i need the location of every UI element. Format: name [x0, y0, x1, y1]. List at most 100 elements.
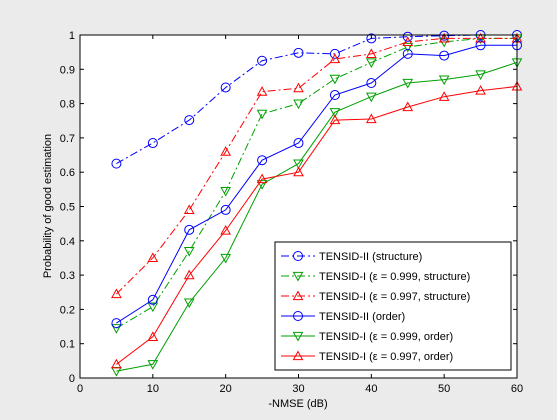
- y-tick-label: 0.1: [60, 339, 75, 351]
- data-point: [475, 40, 486, 51]
- data-point: [293, 166, 304, 177]
- data-point: [402, 48, 413, 59]
- data-point: [329, 114, 341, 125]
- x-tick-label: 0: [77, 383, 83, 395]
- data-point: [365, 92, 377, 103]
- data-point: [220, 204, 231, 215]
- data-point: [220, 146, 232, 156]
- data-point: [329, 53, 341, 64]
- series-line: [116, 37, 517, 295]
- data-point: [111, 158, 122, 169]
- data-point: [475, 85, 486, 95]
- data-point: [111, 288, 122, 299]
- series-line: [116, 37, 517, 329]
- data-point: [475, 32, 486, 43]
- y-tick-label: 0.2: [60, 304, 75, 316]
- legend-label: TENSID-II (structure): [319, 251, 422, 263]
- legend-marker: [293, 311, 303, 321]
- data-point: [220, 224, 232, 235]
- y-tick-label: 0.9: [60, 64, 75, 76]
- data-point: [220, 186, 232, 197]
- legend-label: TENSID-I (ε = 0.997, order): [319, 351, 453, 363]
- legend-entry: TENSID-II (order): [281, 311, 405, 323]
- data-point: [402, 36, 414, 46]
- legend-marker: [292, 271, 304, 282]
- data-point: [256, 86, 268, 96]
- data-point: [366, 78, 377, 89]
- series-line: [116, 44, 517, 324]
- data-point: [293, 47, 304, 58]
- data-point: [147, 360, 159, 370]
- legend-marker: [293, 251, 303, 261]
- data-point: [438, 75, 450, 86]
- series-line: [116, 34, 517, 165]
- data-point: [147, 302, 159, 313]
- x-tick-label: 50: [438, 383, 450, 395]
- data-point: [256, 180, 268, 190]
- series-6: [111, 80, 523, 369]
- data-point: [147, 138, 158, 149]
- data-point: [365, 58, 377, 68]
- y-axis-label: Probability of good estimation: [42, 134, 54, 278]
- data-point: [402, 42, 414, 53]
- data-point: [402, 101, 414, 112]
- y-tick-label: 0.4: [60, 236, 75, 248]
- series-1: [111, 30, 522, 169]
- y-tick-label: 0.5: [60, 202, 75, 214]
- data-point: [439, 30, 450, 41]
- legend-entry: TENSID-I (ε = 0.999, order): [281, 331, 453, 343]
- data-point: [183, 298, 195, 309]
- data-point: [183, 269, 195, 280]
- data-point: [475, 70, 486, 80]
- data-point: [111, 324, 122, 334]
- data-point: [147, 331, 159, 341]
- legend-box: [274, 241, 512, 371]
- legend-label: TENSID-II (order): [319, 311, 405, 323]
- y-tick-label: 0.8: [60, 99, 75, 111]
- y-tick-label: 1: [69, 30, 75, 42]
- x-tick-label: 10: [147, 383, 159, 395]
- legend-label: TENSID-I (ε = 0.999, order): [319, 331, 453, 343]
- data-point: [438, 91, 450, 101]
- y-tick-label: 0.3: [60, 270, 75, 282]
- x-tick-label: 60: [511, 383, 523, 395]
- data-point: [329, 48, 340, 59]
- data-point: [183, 204, 195, 215]
- series-line: [116, 85, 518, 365]
- data-point: [439, 50, 450, 61]
- data-point: [256, 109, 268, 120]
- y-tick-label: 0.6: [60, 167, 75, 179]
- data-point: [257, 155, 268, 166]
- legend-label: TENSID-I (ε = 0.997, structure): [319, 291, 470, 303]
- data-point: [329, 74, 341, 85]
- x-tick-label: 20: [220, 383, 232, 395]
- data-point: [329, 108, 341, 118]
- data-point: [438, 32, 450, 43]
- data-point: [111, 358, 122, 369]
- data-point: [220, 253, 232, 264]
- data-point: [293, 82, 304, 93]
- legend-entry: TENSID-I (ε = 0.997, order): [281, 350, 453, 363]
- data-point: [366, 33, 377, 44]
- data-point: [111, 318, 122, 329]
- legend-entry: TENSID-I (ε = 0.997, structure): [281, 290, 470, 303]
- legend-entry: TENSID-II (structure): [281, 251, 422, 263]
- x-tick-label: 40: [365, 383, 377, 395]
- legend-label: TENSID-I (ε = 0.999, structure): [319, 271, 470, 283]
- data-point: [256, 173, 268, 184]
- series-4: [111, 40, 522, 329]
- chart-marks: [111, 30, 523, 377]
- data-point: [184, 115, 195, 126]
- series-5: [111, 58, 523, 377]
- data-point: [293, 159, 304, 170]
- y-tick-label: 0.7: [60, 133, 75, 145]
- data-point: [293, 99, 304, 110]
- legend: TENSID-II (structure) TENSID-I (ε = 0.999…: [274, 241, 512, 371]
- axes: 0 10 20 30 40 50 60 0 0.1 0.2 0.3 0.4 0.5 0.6 0.7 0.8 0.…: [60, 30, 523, 395]
- data-point: [365, 48, 377, 58]
- legend-entry: TENSID-I (ε = 0.999, structure): [281, 271, 470, 283]
- data-point: [147, 294, 158, 305]
- data-point: [147, 252, 159, 263]
- data-point: [329, 90, 340, 101]
